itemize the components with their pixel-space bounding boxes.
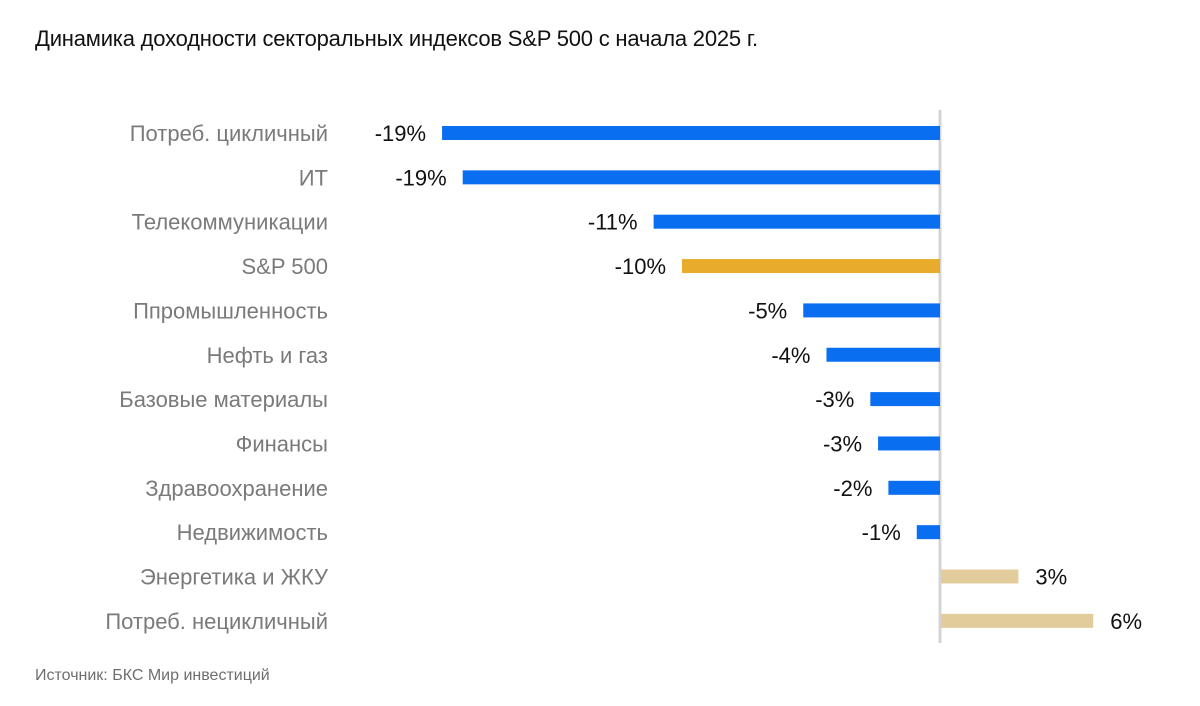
category-label: Потреб. цикличный — [130, 121, 328, 146]
bar-8 — [888, 480, 940, 495]
category-label: Финансы — [236, 431, 328, 456]
bar-9 — [916, 525, 940, 540]
bar-5 — [826, 347, 940, 362]
value-label: -11% — [588, 210, 638, 235]
value-label: -4% — [771, 343, 810, 368]
category-label: Базовые материалы — [119, 387, 328, 412]
category-label: Нефть и газ — [207, 343, 328, 368]
bars-group — [442, 126, 1094, 628]
bar-3 — [682, 259, 940, 274]
category-label: Недвижимость — [177, 520, 328, 545]
category-label: Здравоохранение — [145, 476, 328, 501]
category-label: Энергетика и ЖКУ — [140, 565, 329, 590]
value-label: -2% — [833, 476, 872, 501]
category-label: Ппромышленность — [133, 298, 328, 323]
value-label: -3% — [815, 387, 854, 412]
bar-1 — [462, 170, 940, 185]
bar-0 — [442, 126, 940, 140]
source-note: Источник: БКС Мир инвестиций — [35, 667, 270, 684]
chart-title: Динамика доходности секторальных индексо… — [35, 26, 758, 51]
category-label: S&P 500 — [242, 254, 328, 279]
category-labels: Потреб. цикличный ИТ Телекоммуникации S&P 5… — [105, 121, 329, 634]
value-labels: -19%-19%-11%-10%-5%-4%-3%-3%-2%-1%3%6% — [375, 121, 1142, 634]
value-label: -19% — [375, 121, 426, 146]
category-label: ИТ — [299, 165, 328, 190]
value-label: -19% — [395, 165, 446, 190]
value-label: -1% — [862, 520, 901, 545]
bar-11 — [941, 613, 1094, 628]
category-label: Потреб. нецикличный — [105, 609, 328, 634]
value-label: -3% — [823, 431, 862, 456]
value-label: 6% — [1110, 609, 1142, 634]
bar-10 — [941, 569, 1019, 584]
value-label: 3% — [1035, 565, 1067, 590]
bar-4 — [803, 303, 940, 318]
bar-6 — [870, 392, 940, 407]
value-label: -5% — [748, 298, 787, 323]
bar-2 — [653, 214, 940, 229]
value-label: -10% — [615, 254, 666, 279]
category-label: Телекоммуникации — [132, 210, 328, 235]
bar-7 — [878, 436, 940, 451]
